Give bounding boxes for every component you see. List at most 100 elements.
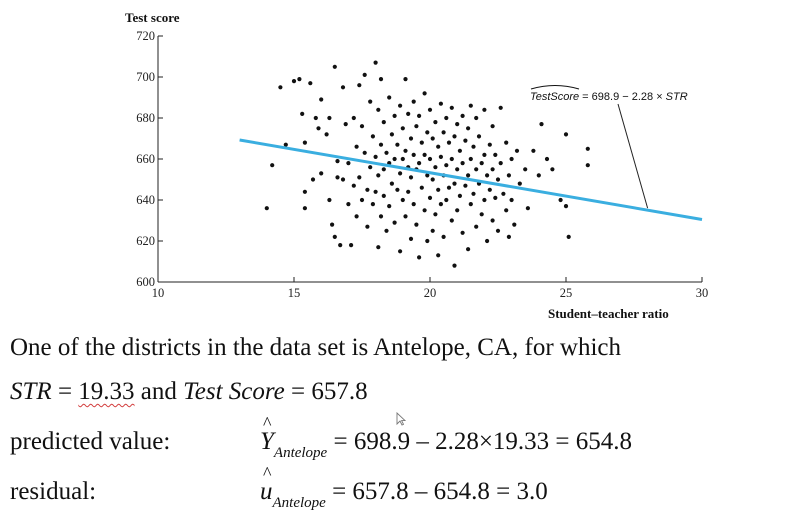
- data-point: [482, 152, 487, 157]
- data-point: [563, 204, 569, 209]
- test-score-label: Test Score: [183, 378, 285, 405]
- data-point: [438, 202, 443, 207]
- data-point: [362, 72, 367, 77]
- data-point: [544, 156, 550, 162]
- data-point: [536, 173, 541, 178]
- data-point: [302, 189, 307, 194]
- data-point: [398, 249, 403, 254]
- data-point: [466, 126, 471, 131]
- equation-rhs: = 698.9 − 2.28 ×: [579, 91, 666, 103]
- data-point: [332, 64, 337, 69]
- data-point: [340, 177, 346, 182]
- data-point: [558, 197, 563, 203]
- data-point: [550, 167, 555, 172]
- text-line-1: One of the districts in the data set is …: [10, 334, 621, 362]
- data-point: [490, 167, 495, 172]
- data-point: [446, 140, 452, 145]
- y-tick-label: 640: [136, 193, 155, 207]
- data-point: [457, 193, 462, 198]
- data-point: [506, 173, 511, 178]
- data-point: [365, 187, 370, 192]
- y-tick-label: 680: [136, 111, 155, 125]
- data-point: [319, 97, 324, 102]
- data-point: [539, 122, 544, 127]
- data-point: [316, 126, 321, 131]
- data-point: [485, 238, 490, 244]
- data-point: [313, 115, 318, 121]
- data-point: [381, 193, 386, 198]
- data-point: [291, 79, 297, 84]
- data-point: [408, 136, 414, 141]
- data-point: [300, 111, 305, 116]
- data-point: [441, 234, 446, 239]
- data-point: [373, 60, 378, 65]
- str-equals: =: [51, 378, 79, 405]
- data-point: [389, 181, 394, 186]
- predicted-expression: = 698.9 – 2.28×19.33 = 654.8: [327, 428, 633, 455]
- data-point: [387, 204, 392, 209]
- data-point: [349, 243, 354, 248]
- data-point: [438, 101, 443, 106]
- data-point: [414, 222, 419, 227]
- data-point: [468, 202, 473, 207]
- data-point: [444, 163, 449, 168]
- y-hat-subscript: Antelope: [273, 445, 328, 461]
- x-tick-label: 10: [152, 286, 165, 300]
- data-point: [485, 173, 490, 178]
- data-point: [436, 187, 441, 192]
- data-point: [446, 185, 452, 190]
- data-point: [425, 173, 430, 178]
- data-point: [585, 163, 590, 168]
- x-tick-label: 15: [288, 286, 301, 300]
- data-point: [487, 187, 492, 192]
- data-point: [482, 197, 487, 203]
- text-line-2: STR = 19.33 and Test Score = 657.8: [10, 378, 368, 406]
- data-point: [359, 197, 365, 203]
- x-axis-title: Student–teacher ratio: [548, 306, 669, 321]
- data-point: [400, 126, 405, 131]
- data-point: [433, 120, 438, 125]
- data-point: [419, 140, 424, 145]
- data-point: [441, 130, 446, 135]
- data-point: [351, 183, 356, 188]
- data-point: [340, 85, 346, 90]
- data-point: [338, 243, 343, 248]
- data-point: [357, 175, 362, 180]
- equation-leader-line: [617, 103, 649, 209]
- data-point: [463, 183, 468, 188]
- data-point: [400, 197, 405, 203]
- data-point: [452, 134, 457, 139]
- text-line-3: predicted value: YAntelope = 698.9 – 2.2…: [10, 413, 632, 461]
- text-line-4: residual: uAntelope = 657.8 – 654.8 = 3.…: [10, 463, 548, 511]
- data-point: [509, 197, 514, 203]
- data-point: [495, 177, 501, 182]
- data-point: [455, 122, 460, 127]
- data-point: [474, 224, 479, 229]
- u-hat-subscript: Antelope: [272, 495, 326, 511]
- equation-lhs: TestScore: [530, 91, 579, 103]
- data-point: [433, 212, 438, 217]
- data-point: [368, 165, 373, 170]
- data-point: [335, 175, 340, 180]
- data-point: [468, 156, 473, 162]
- scatter-chart: Test score Student–teacher ratio 10 15 20 2…: [125, 10, 708, 321]
- data-point: [427, 107, 433, 112]
- data-point: [531, 148, 536, 153]
- data-point: [487, 142, 492, 147]
- data-point: [438, 154, 443, 159]
- data-point: [308, 81, 313, 86]
- data-point: [482, 107, 487, 112]
- x-tick-label: 20: [424, 286, 437, 300]
- data-point: [444, 115, 449, 121]
- y-tick-label: 600: [136, 275, 155, 289]
- data-point: [335, 159, 340, 164]
- data-point: [466, 173, 471, 178]
- data-point: [370, 202, 375, 207]
- data-point: [422, 152, 427, 157]
- data-point: [493, 152, 498, 157]
- data-point: [327, 197, 332, 203]
- residual-expression: = 657.8 – 654.8 = 3.0: [325, 478, 548, 505]
- data-point: [430, 136, 435, 141]
- data-point: [460, 113, 465, 118]
- data-point: [327, 115, 332, 121]
